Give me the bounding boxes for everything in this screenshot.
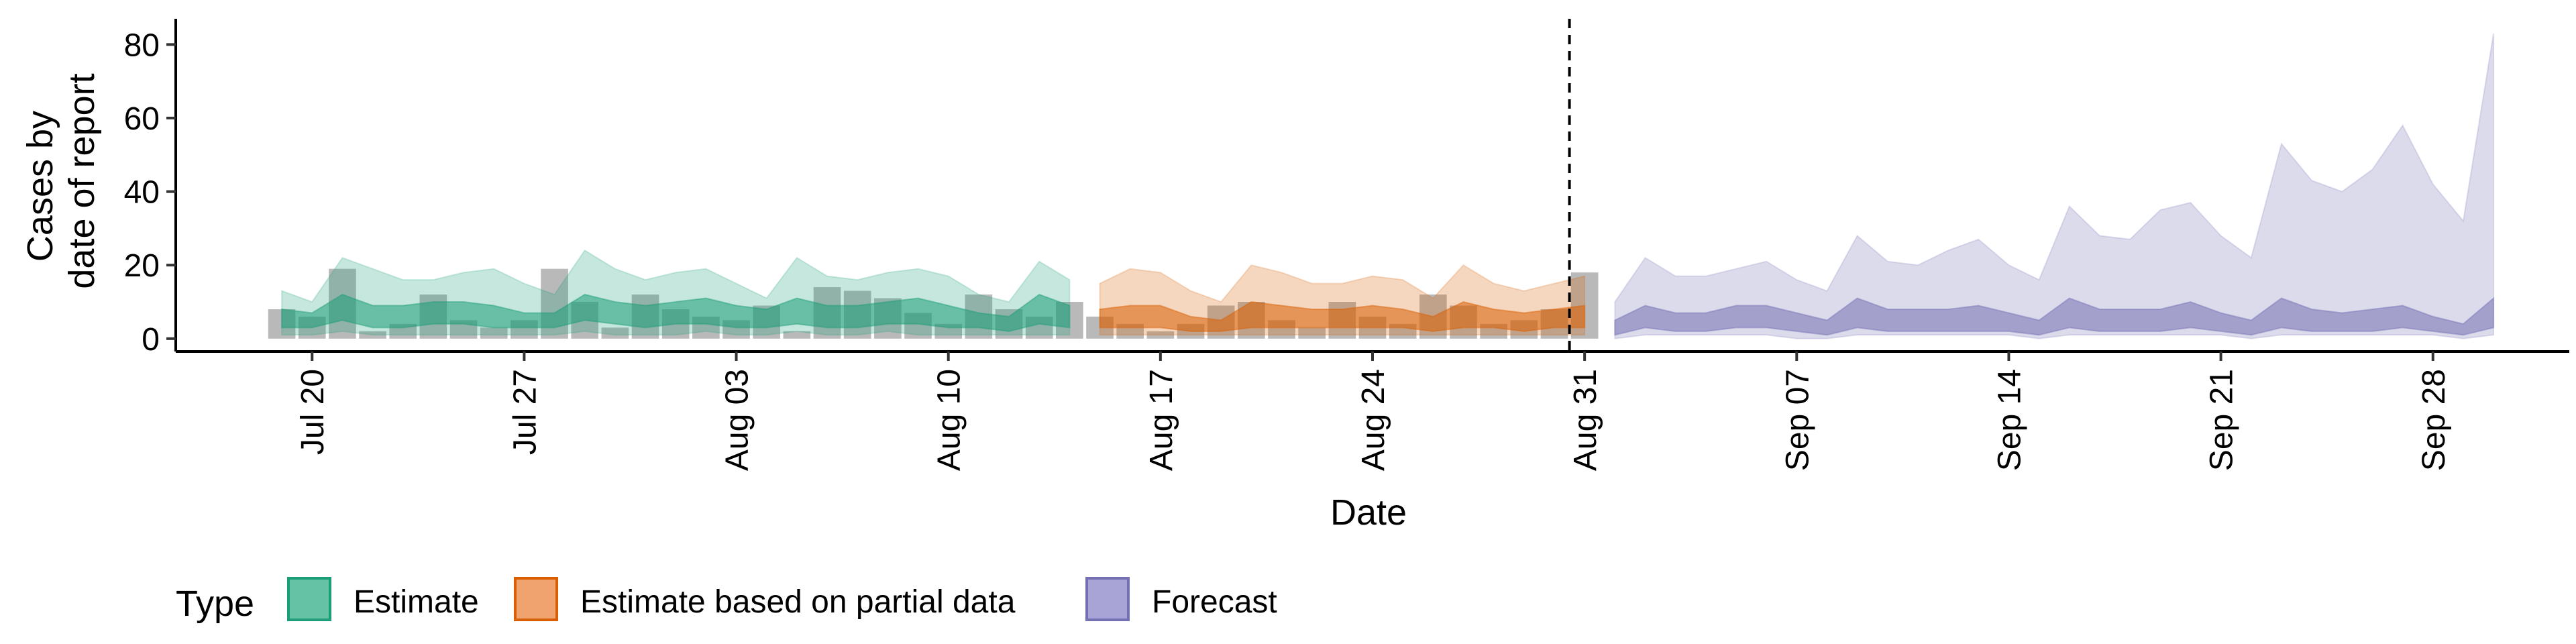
- y-tick-label: 0: [142, 322, 160, 358]
- observed-bar: [480, 327, 508, 339]
- observed-bar: [359, 331, 386, 339]
- legend-label-partial: Estimate based on partial data: [580, 584, 1016, 620]
- band-50-partial: [1099, 301, 1586, 332]
- observed-bar: [783, 331, 811, 339]
- x-tick-label: Sep 21: [2204, 369, 2240, 471]
- x-tick-label: Sep 07: [1780, 369, 1815, 471]
- x-tick-label: Sep 28: [2416, 369, 2452, 471]
- legend-swatch-partial: [514, 577, 558, 621]
- legend: Type Estimate Estimate based on partial …: [176, 577, 1277, 624]
- legend-label-forecast: Forecast: [1152, 584, 1277, 620]
- observed-bar: [1298, 327, 1326, 339]
- x-axis-title: Date: [1330, 492, 1407, 533]
- y-axis-title-line-1: Cases by: [20, 111, 60, 262]
- y-axis-title-line-2: date of report: [62, 73, 102, 288]
- x-tick-label: Jul 27: [507, 369, 543, 455]
- x-tick-label: Aug 31: [1568, 369, 1603, 471]
- legend-title: Type: [176, 584, 254, 624]
- observed-bar: [601, 327, 629, 339]
- x-tick-label: Aug 10: [932, 369, 967, 471]
- y-tick-label: 80: [124, 28, 160, 63]
- observed-bar: [1146, 331, 1175, 339]
- x-tick-label: Aug 17: [1144, 369, 1179, 471]
- estimate-bands: [281, 33, 2495, 339]
- band-50-estimate: [281, 293, 1071, 332]
- legend-swatch-forecast: [1085, 577, 1130, 621]
- x-tick-label: Jul 20: [295, 369, 331, 455]
- band-90-forecast: [1614, 33, 2495, 339]
- y-tick-label: 20: [124, 248, 160, 284]
- x-tick-label: Sep 14: [1992, 369, 2028, 471]
- y-tick-label: 40: [124, 175, 160, 211]
- x-tick-label: Aug 03: [720, 369, 755, 471]
- x-tick-label: Aug 24: [1356, 369, 1391, 471]
- band-50-forecast: [1614, 297, 2495, 336]
- legend-swatch-estimate: [287, 577, 331, 621]
- axes: 0 20 40 60 80 Jul 20 Jul 27 Aug 03 Aug 10 Aug 17 A…: [124, 19, 2569, 471]
- legend-label-estimate: Estimate: [354, 584, 479, 620]
- y-axis-title: Cases by date of report: [20, 73, 102, 288]
- y-tick-label: 60: [124, 101, 160, 137]
